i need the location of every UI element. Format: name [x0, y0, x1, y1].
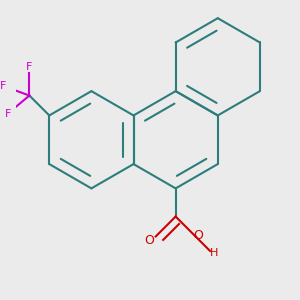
- Text: O: O: [193, 229, 203, 242]
- Text: H: H: [210, 248, 218, 259]
- Text: F: F: [26, 62, 33, 72]
- Text: O: O: [144, 234, 154, 247]
- Text: F: F: [0, 81, 6, 91]
- Text: F: F: [4, 109, 11, 118]
